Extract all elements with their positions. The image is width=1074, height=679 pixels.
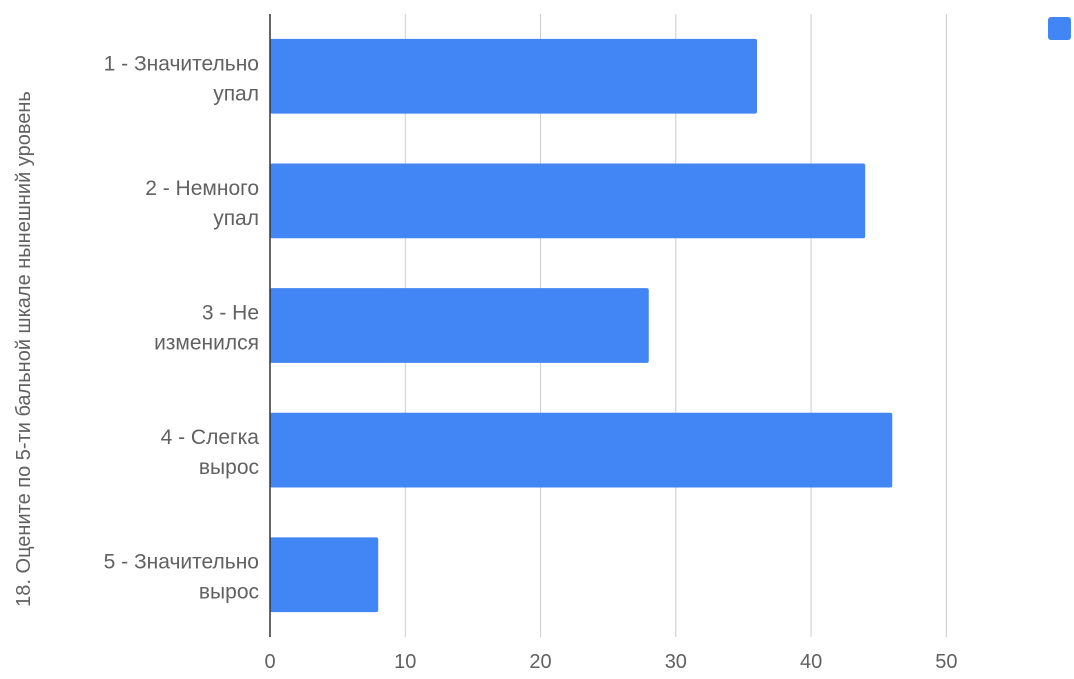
x-tick-label: 30 [665, 651, 687, 673]
bar [270, 163, 866, 239]
y-tick-label: 4 - Слегка вырос [161, 426, 260, 479]
bar [270, 288, 649, 363]
x-tick-labels: 0 10 20 30 40 50 [264, 651, 957, 673]
x-tick-label: 50 [935, 651, 957, 673]
bars [270, 38, 893, 613]
legend-swatch [1048, 17, 1071, 40]
y-tick-labels: 1 - Значительно упал 2 - Немного упал 3 - Не… [104, 52, 260, 603]
y-axis-label: 18. Оцените по 5-ти бальной шкале нынешн… [13, 91, 35, 607]
y-tick-label: 3 - Не изменился [154, 302, 259, 355]
x-tick-label: 10 [394, 651, 416, 673]
x-tick-label: 20 [529, 651, 551, 673]
bar [270, 412, 893, 488]
x-tick-label: 0 [264, 651, 275, 673]
legend [1048, 17, 1071, 40]
bar [270, 38, 757, 114]
y-tick-label: 1 - Значительно упал [104, 52, 259, 105]
y-tick-label: 2 - Немного упал [145, 177, 259, 230]
x-tick-label: 40 [800, 651, 822, 673]
gridlines [404, 14, 947, 637]
bar [270, 537, 379, 613]
y-tick-label: 5 - Значительно вырос [104, 551, 259, 604]
